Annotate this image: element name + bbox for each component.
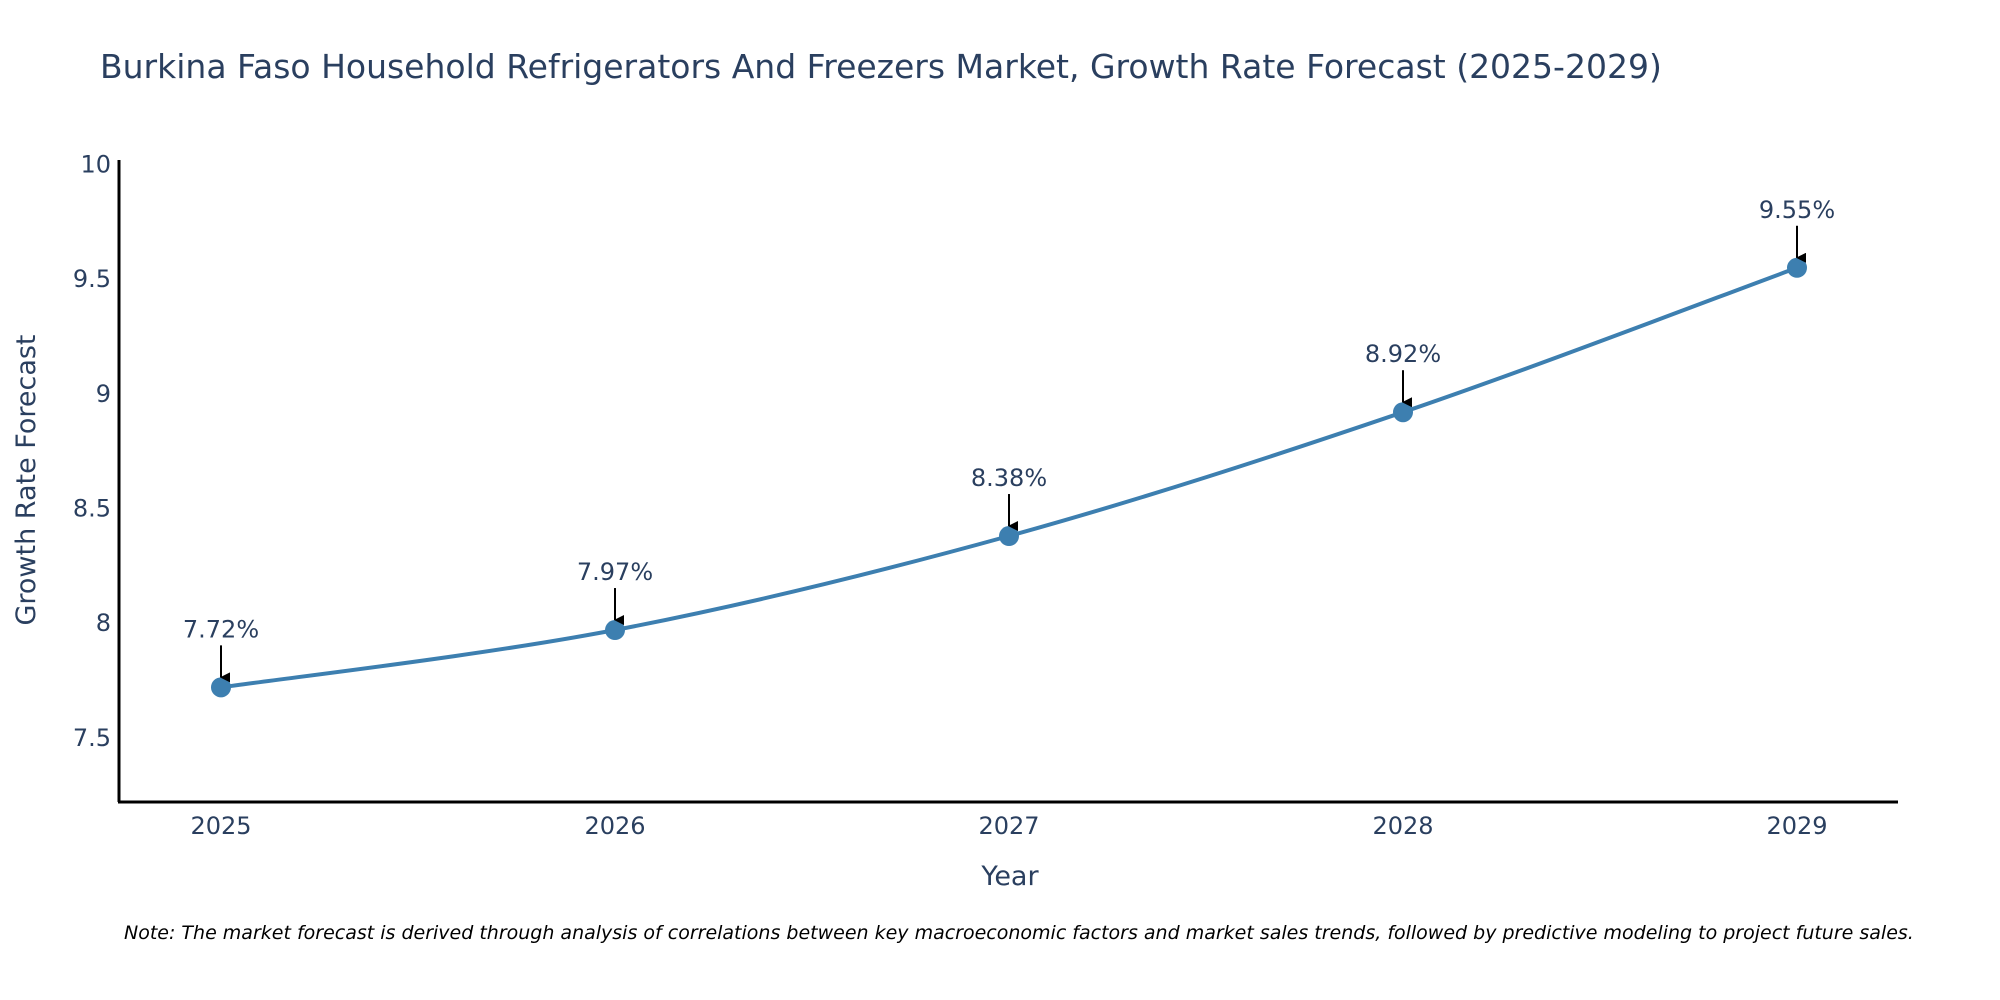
chart-note: Note: The market forecast is derived thr… <box>124 922 1914 944</box>
chart-title: Burkina Faso Household Refrigerators And… <box>100 47 1662 86</box>
series-line-group <box>211 257 1807 698</box>
data-point-marker <box>1393 402 1413 423</box>
data-label: 8.92% <box>1365 340 1441 368</box>
data-label: 7.97% <box>577 558 653 586</box>
x-tick-label: 2026 <box>584 812 645 840</box>
data-point-marker <box>211 677 231 698</box>
y-axis-title: Growth Rate Forecast <box>11 334 42 625</box>
x-tick-label: 2025 <box>190 812 251 840</box>
data-label: 9.55% <box>1759 196 1835 224</box>
x-tick-label: 2029 <box>1766 812 1827 840</box>
x-axis-title: Year <box>980 861 1039 892</box>
y-axis: 7.5 8 8.5 9 9.5 10 <box>73 151 121 802</box>
data-label-group: 7.72% 7.97% 8.38% 8.92% 9.55% <box>183 196 1835 683</box>
y-tick-label: 10 <box>80 151 111 179</box>
data-label: 7.72% <box>183 615 259 643</box>
x-tick-label: 2028 <box>1372 812 1433 840</box>
y-tick-label: 9.5 <box>73 265 111 293</box>
y-tick-label: 7.5 <box>73 724 111 752</box>
x-tick-label: 2027 <box>978 812 1039 840</box>
x-axis: 2025 2026 2027 2028 2029 <box>118 800 1898 840</box>
y-tick-label: 9 <box>96 380 111 408</box>
y-tick-label: 8 <box>96 609 111 637</box>
data-point-marker <box>1787 257 1807 278</box>
data-point-marker <box>999 526 1019 547</box>
y-tick-label: 8.5 <box>73 495 111 523</box>
data-label: 8.38% <box>971 464 1047 492</box>
data-point-marker <box>605 620 625 641</box>
